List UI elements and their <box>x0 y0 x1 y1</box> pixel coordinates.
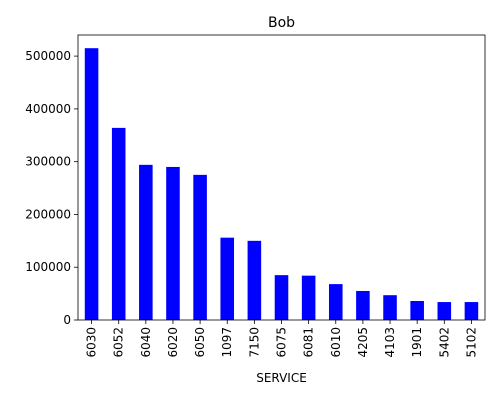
x-tick-label: 6020 <box>166 327 180 358</box>
x-axis-label: SERVICE <box>256 371 307 385</box>
bar-1901 <box>410 301 424 320</box>
y-tick-label: 200000 <box>25 207 71 221</box>
x-tick-label: 6030 <box>85 327 99 358</box>
plot-frame <box>77 34 486 321</box>
y-tick-label: 0 <box>63 313 71 327</box>
x-tick-label: 4103 <box>383 327 397 358</box>
x-tick-label: 6040 <box>139 327 153 358</box>
bar-6040 <box>139 164 153 320</box>
x-tick-label: 5402 <box>437 327 451 358</box>
bar-7150 <box>247 240 262 320</box>
x-tick-label: 1097 <box>220 327 234 358</box>
bars-group <box>84 48 479 320</box>
x-tick-label: 6010 <box>329 327 343 358</box>
bar-4103 <box>383 295 397 320</box>
x-tick-label: 6081 <box>302 327 316 358</box>
bar-5402 <box>437 302 452 320</box>
x-tick-label: 1901 <box>410 327 424 358</box>
bar-1097 <box>220 237 235 320</box>
bar-6075 <box>274 275 289 320</box>
y-tick-label: 300000 <box>25 155 71 169</box>
bar-5102 <box>464 302 479 320</box>
y-tick-label: 400000 <box>25 102 71 116</box>
x-axis-ticks: 6030 6052 6040 6020 6050 1097 7150 6075 6081 6010… <box>85 320 478 358</box>
y-axis-ticks: 0 100000 200000 300000 400000 500000 <box>25 49 78 327</box>
bar-6050 <box>193 174 207 320</box>
x-tick-label: 6075 <box>275 327 289 358</box>
x-tick-label: 6052 <box>112 327 126 358</box>
bar-6010 <box>328 284 343 320</box>
x-tick-label: 6050 <box>193 327 207 358</box>
chart-title: Bob <box>268 15 295 31</box>
y-tick-label: 500000 <box>25 49 71 63</box>
x-tick-label: 4205 <box>356 327 370 358</box>
bar-6081 <box>301 275 316 320</box>
bar-6020 <box>166 166 180 320</box>
x-tick-label: 7150 <box>247 327 261 358</box>
bar-6030 <box>84 48 99 320</box>
bar-4205 <box>356 290 370 320</box>
y-tick-label: 100000 <box>25 260 71 274</box>
x-tick-label: 5102 <box>464 327 478 358</box>
bar-6052 <box>111 127 126 320</box>
